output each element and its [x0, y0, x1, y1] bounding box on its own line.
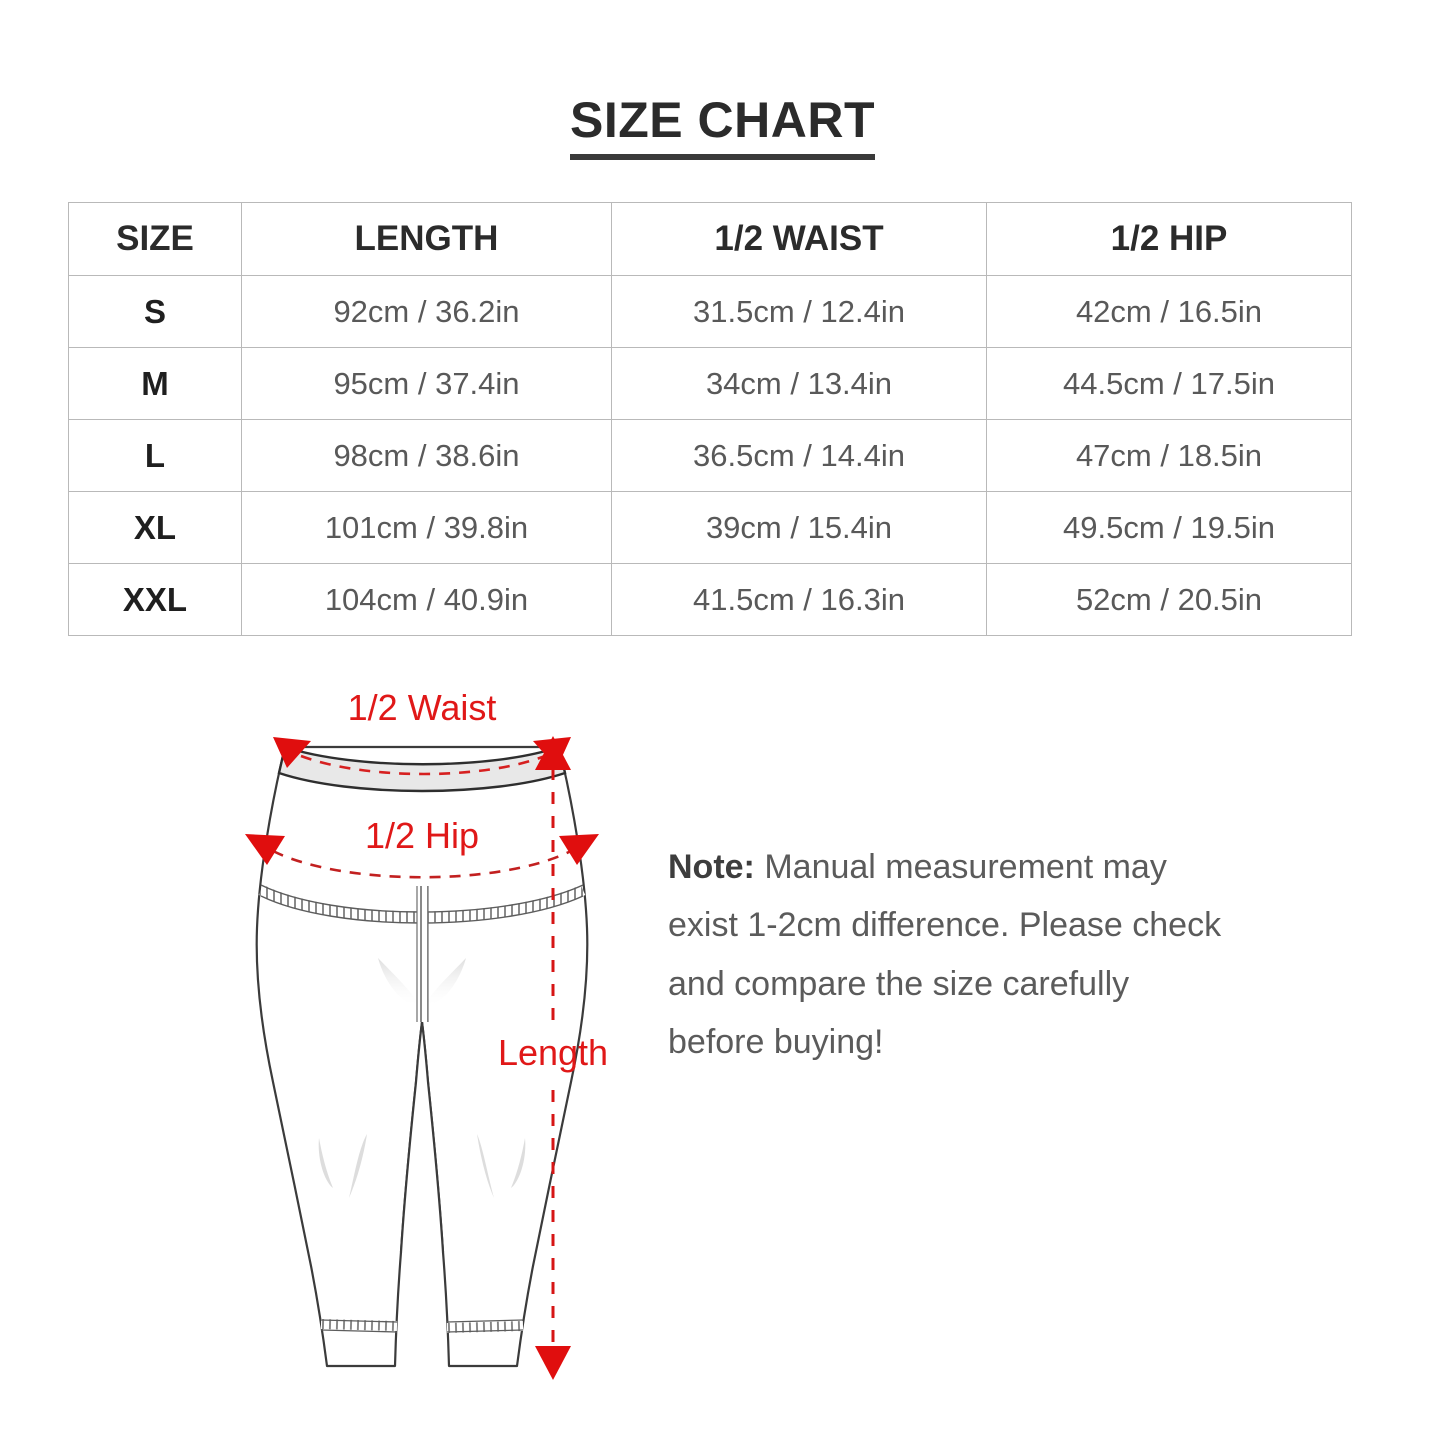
waist-dashed-line	[300, 754, 546, 776]
cell-length: 101cm / 39.8in	[241, 491, 612, 564]
length-label: Length	[498, 1032, 608, 1073]
cell-waist: 39cm / 15.4in	[611, 491, 987, 564]
column-header-hip: 1/2 HIP	[986, 202, 1352, 276]
table-row: XXL 104cm / 40.9in 41.5cm / 16.3in 52cm …	[68, 563, 1352, 636]
page-title: SIZE CHART	[570, 95, 875, 160]
cell-hip: 47cm / 18.5in	[986, 419, 1352, 492]
waist-arrow-left-icon	[273, 737, 311, 768]
note-block: Note: Manual measurement may exist 1-2cm…	[668, 838, 1228, 1072]
cell-waist: 34cm / 13.4in	[611, 347, 987, 420]
cell-size: S	[68, 275, 242, 348]
title-block: SIZE CHART	[0, 95, 1445, 160]
cell-hip: 44.5cm / 17.5in	[986, 347, 1352, 420]
cell-size: L	[68, 419, 242, 492]
table-row: L 98cm / 38.6in 36.5cm / 14.4in 47cm / 1…	[68, 419, 1352, 492]
cell-waist: 36.5cm / 14.4in	[611, 419, 987, 492]
hip-arrow-left-icon	[245, 834, 285, 865]
cell-size: XL	[68, 491, 242, 564]
knee-shading-right-b	[511, 1138, 526, 1188]
cell-hip: 52cm / 20.5in	[986, 563, 1352, 636]
note-label: Note:	[668, 848, 755, 886]
knee-shading-left-b	[349, 1134, 367, 1198]
waist-label: 1/2 Waist	[348, 690, 497, 728]
column-header-length: LENGTH	[241, 202, 612, 276]
cell-length: 95cm / 37.4in	[241, 347, 612, 420]
note-text: Manual measurement may exist 1-2cm diffe…	[668, 848, 1222, 1062]
hip-label: 1/2 Hip	[365, 815, 479, 856]
cell-length: 98cm / 38.6in	[241, 419, 612, 492]
table-header-row: SIZE LENGTH 1/2 WAIST 1/2 HIP	[68, 202, 1352, 276]
cell-size: M	[68, 347, 242, 420]
center-front-seam	[417, 886, 428, 1022]
cell-waist: 41.5cm / 16.3in	[611, 563, 987, 636]
cell-size: XXL	[68, 563, 242, 636]
length-measure-annotation: Length	[498, 736, 608, 1380]
cell-waist: 31.5cm / 12.4in	[611, 275, 987, 348]
hip-arrow-right-icon	[559, 834, 599, 865]
waistband	[277, 745, 567, 793]
column-header-size: SIZE	[68, 202, 242, 276]
knee-shading-right-a	[477, 1134, 494, 1198]
size-chart-table: SIZE LENGTH 1/2 WAIST 1/2 HIP S 92cm / 3…	[68, 202, 1352, 636]
cell-length: 104cm / 40.9in	[241, 563, 612, 636]
table-row: XL 101cm / 39.8in 39cm / 15.4in 49.5cm /…	[68, 491, 1352, 564]
table-row: S 92cm / 36.2in 31.5cm / 12.4in 42cm / 1…	[68, 275, 1352, 348]
table-row: M 95cm / 37.4in 34cm / 13.4in 44.5cm / 1…	[68, 347, 1352, 420]
hip-measure-annotation: 1/2 Hip	[245, 815, 599, 879]
crotch-shading-left	[378, 958, 421, 1008]
measurement-diagram: 1/2 Waist 1/2 Hip Length	[215, 690, 635, 1410]
cell-hip: 49.5cm / 19.5in	[986, 491, 1352, 564]
length-arrow-down-icon	[535, 1346, 571, 1380]
cell-hip: 42cm / 16.5in	[986, 275, 1352, 348]
crotch-shading-right	[423, 958, 466, 1008]
cell-length: 92cm / 36.2in	[241, 275, 612, 348]
length-arrow-up-icon	[535, 736, 571, 770]
knee-shading-left-a	[318, 1138, 333, 1188]
leggings-illustration	[255, 745, 589, 1368]
column-header-waist: 1/2 WAIST	[611, 202, 987, 276]
